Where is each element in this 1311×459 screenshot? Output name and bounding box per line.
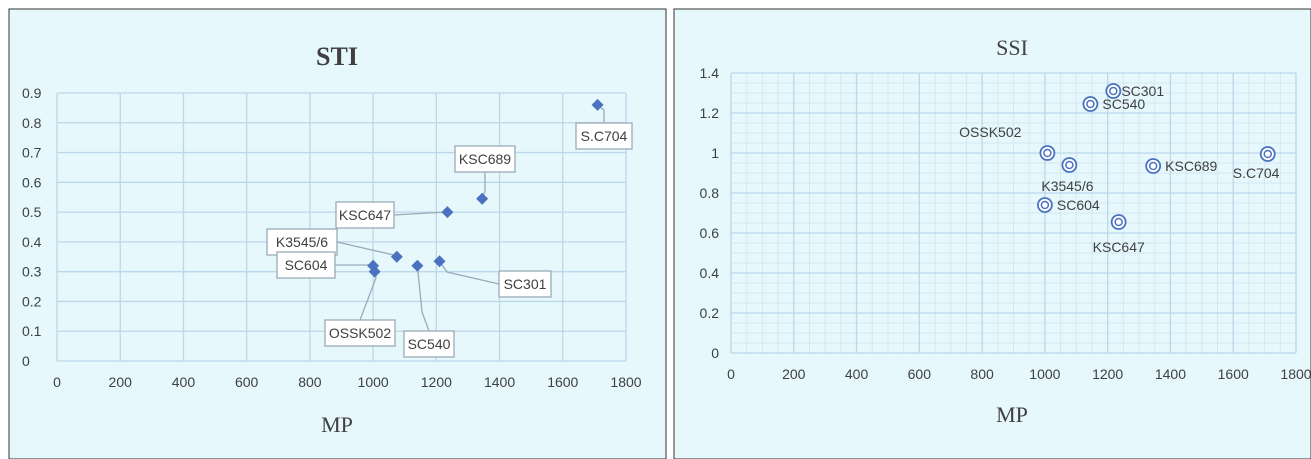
y-tick-label: 0.4 xyxy=(22,234,42,250)
y-tick-label: 0.5 xyxy=(22,204,42,220)
data-point-ring xyxy=(1062,158,1076,172)
data-point-ring xyxy=(1146,159,1160,173)
y-tick-label: 0 xyxy=(711,345,719,361)
sti-chart-title: STI xyxy=(316,42,358,71)
x-tick-label: 1200 xyxy=(421,374,452,390)
x-tick-label: 400 xyxy=(845,366,869,382)
x-tick-label: 1000 xyxy=(1029,366,1060,382)
point-label: K3545/6 xyxy=(1041,178,1093,194)
x-tick-label: 800 xyxy=(970,366,994,382)
point-label: KSC689 xyxy=(459,151,511,167)
point-label: S.C704 xyxy=(581,128,628,144)
point-label: KSC647 xyxy=(1093,239,1145,255)
data-point-ring xyxy=(1038,198,1052,212)
point-label: SC540 xyxy=(1102,96,1145,112)
ssi-chart-title: SSI xyxy=(996,35,1028,60)
point-label: OSSK502 xyxy=(329,325,391,341)
point-label: SC604 xyxy=(1057,197,1100,213)
sti-x-axis-label: MP xyxy=(321,412,353,437)
y-tick-label: 0.9 xyxy=(22,85,42,101)
y-tick-label: 0.8 xyxy=(700,185,720,201)
y-tick-label: 0.2 xyxy=(700,305,720,321)
x-tick-label: 600 xyxy=(908,366,932,382)
x-tick-label: 800 xyxy=(298,374,322,390)
sti-panel: STI 0 200 400 600 800 1000 1200 1400 1600 1800 0 0.… xyxy=(9,9,666,459)
x-tick-label: 1600 xyxy=(1218,366,1249,382)
x-tick-label: 1400 xyxy=(1155,366,1186,382)
x-tick-label: 1000 xyxy=(358,374,389,390)
x-tick-label: 600 xyxy=(235,374,259,390)
x-tick-label: 200 xyxy=(782,366,806,382)
x-tick-label: 0 xyxy=(727,366,735,382)
ssi-panel: SSI 0 200 400 600 800 1000 1200 1400 1600 1800 0 0.… xyxy=(674,9,1311,459)
data-point-ring xyxy=(1040,146,1054,160)
x-tick-label: 0 xyxy=(53,374,61,390)
y-tick-label: 0.3 xyxy=(22,264,42,280)
y-tick-label: 0.4 xyxy=(700,265,720,281)
data-point-ring xyxy=(1261,147,1275,161)
point-label: KSC647 xyxy=(339,207,391,223)
y-tick-label: 1.4 xyxy=(700,65,720,81)
x-tick-label: 1200 xyxy=(1092,366,1123,382)
point-label: SC604 xyxy=(285,257,328,273)
point-label: K3545/6 xyxy=(276,234,328,250)
y-tick-label: 0 xyxy=(22,353,30,369)
ssi-x-axis-label: MP xyxy=(996,402,1028,427)
ssi-panel-background xyxy=(674,9,1311,459)
x-tick-label: 400 xyxy=(172,374,196,390)
y-tick-label: 1.2 xyxy=(700,105,720,121)
x-tick-label: 1400 xyxy=(484,374,515,390)
y-tick-label: 0.1 xyxy=(22,323,42,339)
x-tick-label: 1800 xyxy=(610,374,641,390)
point-label: KSC689 xyxy=(1165,158,1217,174)
y-tick-label: 0.7 xyxy=(22,145,42,161)
x-tick-label: 1800 xyxy=(1280,366,1311,382)
point-label: S.C704 xyxy=(1233,165,1280,181)
data-point-ring xyxy=(1083,97,1097,111)
point-label: OSSK502 xyxy=(959,124,1021,140)
point-label: SC540 xyxy=(408,336,451,352)
x-tick-label: 200 xyxy=(109,374,133,390)
y-tick-label: 0.2 xyxy=(22,293,42,309)
x-tick-label: 1600 xyxy=(547,374,578,390)
y-tick-label: 0.6 xyxy=(700,225,720,241)
y-tick-label: 0.8 xyxy=(22,115,42,131)
y-tick-label: 0.6 xyxy=(22,174,42,190)
y-tick-label: 1 xyxy=(711,145,719,161)
point-label: SC301 xyxy=(504,276,547,292)
data-point-ring xyxy=(1112,215,1126,229)
